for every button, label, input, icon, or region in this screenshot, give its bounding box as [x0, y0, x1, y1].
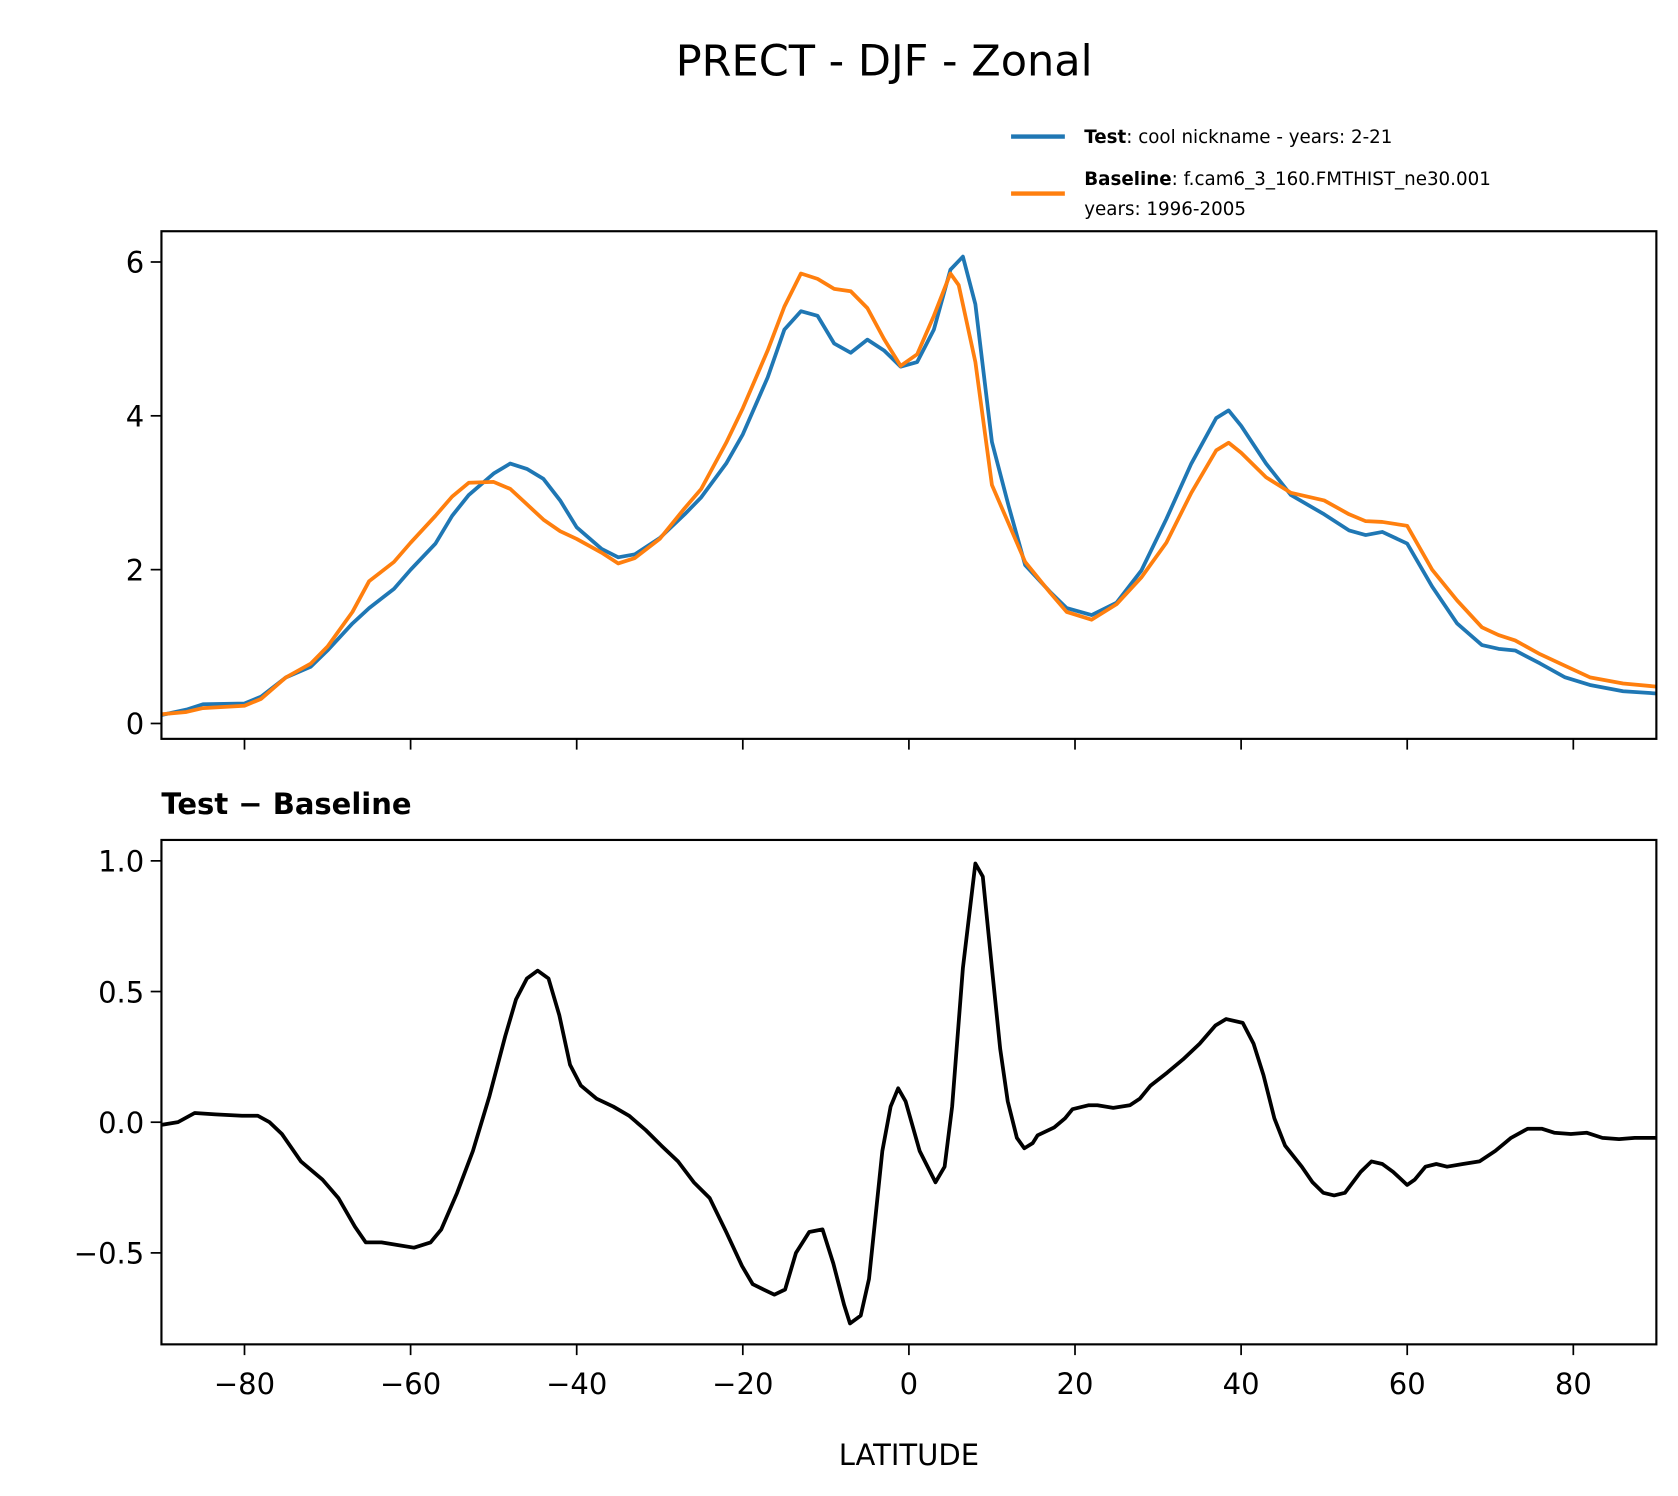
- y-tick-label: 1.0: [98, 845, 144, 879]
- legend-test-bold: Test: [1084, 127, 1126, 148]
- x-tick-label: −20: [712, 1367, 773, 1401]
- series-line-test: [161, 254, 1657, 717]
- legend-label-test: Test: cool nickname - years: 2-21: [1084, 127, 1392, 148]
- top-panel: 0 2 4 6: [126, 230, 1658, 750]
- legend-label-baseline: Baseline: f.cam6_3_160.FMTHIST_ne30.001: [1084, 169, 1491, 190]
- legend-baseline-rest: : f.cam6_3_160.FMTHIST_ne30.001: [1172, 169, 1491, 190]
- x-tick-label: 0: [900, 1367, 918, 1401]
- y-tick-label: 0.0: [98, 1106, 144, 1140]
- bottom-panel: −80 −60 −40 −20 0 20 40 60 80 −0.5 0.0 0.5 1.0: [74, 838, 1658, 1401]
- legend-baseline-bold: Baseline: [1084, 169, 1171, 190]
- figure-title: PRECT - DJF - Zonal: [676, 36, 1093, 86]
- x-tick-label: 80: [1555, 1367, 1592, 1401]
- legend-baseline-years: years: 1996-2005: [1084, 199, 1246, 220]
- x-tick-label: −40: [546, 1367, 607, 1401]
- legend-test-rest: : cool nickname - years: 2-21: [1126, 127, 1392, 148]
- x-tick-label: 40: [1223, 1367, 1260, 1401]
- legend: Test: cool nickname - years: 2-21 Baseli…: [1011, 127, 1491, 220]
- y-tick-label: 6: [126, 246, 144, 280]
- y-tick-label: 0: [126, 707, 144, 741]
- y-tick-label: 0.5: [98, 975, 144, 1009]
- x-tick-label: −60: [380, 1367, 441, 1401]
- x-tick-label: 60: [1389, 1367, 1426, 1401]
- series-line-difference: [161, 861, 1657, 1326]
- y-tick-label: 4: [126, 400, 144, 434]
- y-tick-label: −0.5: [74, 1237, 144, 1271]
- bottom-panel-title: Test − Baseline: [161, 787, 411, 821]
- series-line-baseline: [161, 271, 1657, 717]
- x-tick-label: −80: [214, 1367, 275, 1401]
- x-axis-label: LATITUDE: [839, 1438, 979, 1472]
- axes-frame: [160, 838, 1658, 1346]
- x-tick-label: 20: [1057, 1367, 1094, 1401]
- axes-frame: [160, 230, 1658, 740]
- y-tick-label: 2: [126, 553, 144, 587]
